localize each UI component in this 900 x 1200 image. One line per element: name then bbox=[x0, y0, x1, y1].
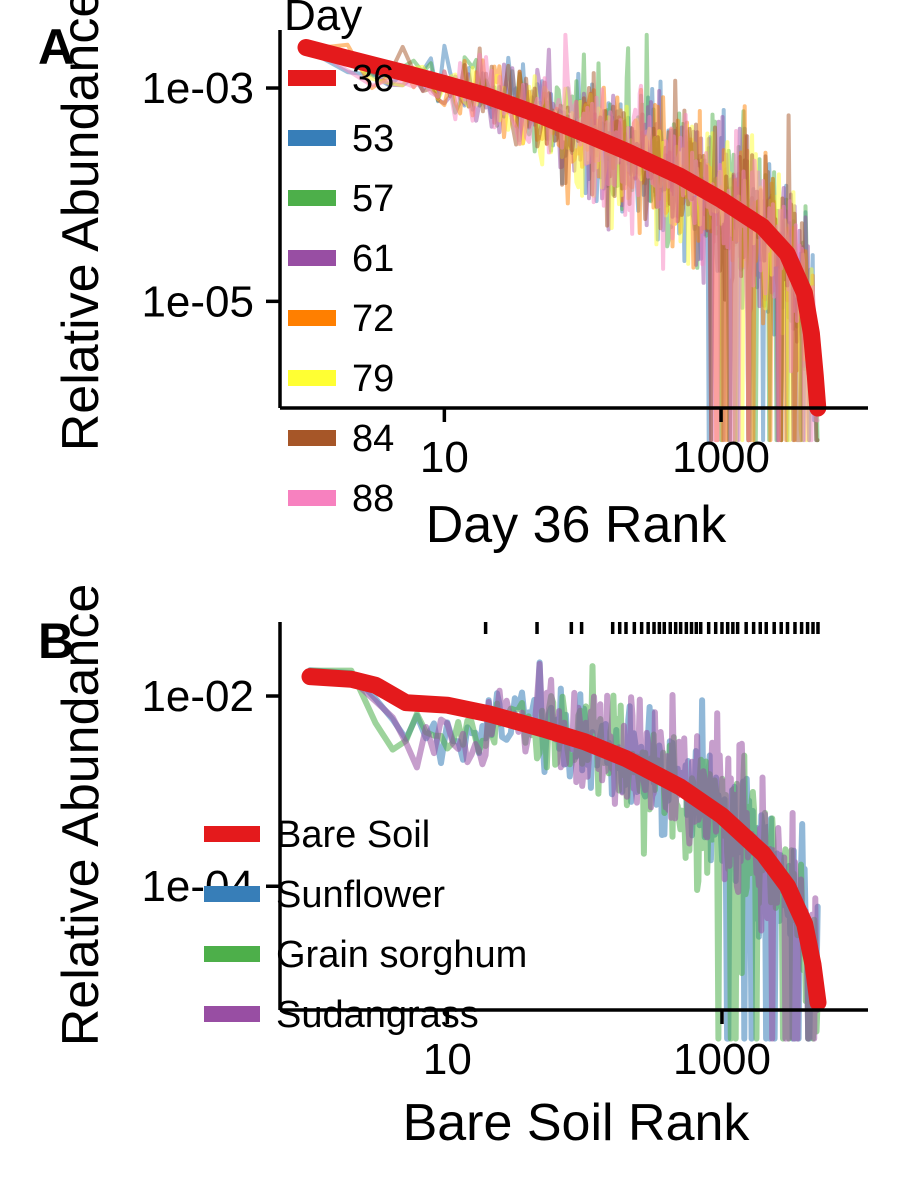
legend-swatch bbox=[288, 250, 336, 266]
panel-a-series-group bbox=[297, 32, 827, 443]
legend-label: Bare Soil bbox=[276, 814, 430, 856]
panel-b-legend: Bare Soil Sunflower Grain sorghum Sudangras… bbox=[204, 814, 527, 1036]
y-tick-label: 1e-05 bbox=[141, 277, 254, 326]
legend-label: 36 bbox=[352, 58, 394, 100]
legend-label: 72 bbox=[352, 298, 394, 340]
legend-label: 57 bbox=[352, 178, 394, 220]
panel-a-x-axis-title: Day 36 Rank bbox=[426, 496, 728, 554]
legend-swatch bbox=[288, 430, 336, 446]
legend-label: 61 bbox=[352, 238, 394, 280]
legend-label: 84 bbox=[352, 418, 394, 460]
x-tick-label: 1000 bbox=[673, 1035, 771, 1084]
series-line-reference bbox=[301, 668, 827, 1011]
panel-b-rug bbox=[483, 622, 820, 634]
y-tick-label: 1e-03 bbox=[141, 64, 254, 113]
panel-b-label: B bbox=[38, 613, 74, 669]
legend-swatch bbox=[288, 370, 336, 386]
x-tick-label: 1000 bbox=[672, 433, 770, 482]
legend-swatch bbox=[288, 190, 336, 206]
legend-swatch bbox=[288, 490, 336, 506]
panel-a-y-axis-title: Relative Abundance bbox=[52, 0, 110, 451]
panel-a-legend: 36 53 57 61 72 79 84 88 bbox=[288, 58, 394, 520]
legend-label: 88 bbox=[352, 478, 394, 520]
legend-swatch bbox=[204, 946, 260, 962]
legend-label: Sudangrass bbox=[276, 994, 479, 1036]
x-tick-label: 10 bbox=[420, 433, 469, 482]
x-tick-label: 10 bbox=[423, 1035, 472, 1084]
panel-b-x-axis-title: Bare Soil Rank bbox=[403, 1094, 751, 1152]
legend-swatch bbox=[204, 1006, 260, 1022]
panel-b-series-group bbox=[301, 659, 827, 1042]
legend-label: Grain sorghum bbox=[276, 934, 527, 976]
y-tick-label: 1e-02 bbox=[141, 672, 254, 721]
legend-label: 53 bbox=[352, 118, 394, 160]
panel-a-y-ticks: 1e-03 1e-05 bbox=[141, 64, 280, 326]
legend-label: 79 bbox=[352, 358, 394, 400]
panel-b-y-axis-title: Relative Abundance bbox=[52, 584, 110, 1047]
panel-a: 10 1000 1e-03 1e-05 Day 36 Rank Relative A… bbox=[38, 0, 868, 554]
panel-a-label: A bbox=[38, 19, 74, 75]
legend-swatch bbox=[288, 70, 336, 86]
legend-swatch bbox=[288, 130, 336, 146]
legend-swatch bbox=[204, 886, 260, 902]
legend-label: Sunflower bbox=[276, 874, 445, 916]
legend-swatch bbox=[288, 310, 336, 326]
panel-b-x-ticks: 10 1000 bbox=[423, 1010, 771, 1084]
panel-a-x-ticks: 10 1000 bbox=[420, 408, 770, 482]
panel-a-legend-title: Day bbox=[284, 0, 362, 40]
series-line-reference bbox=[297, 39, 827, 417]
legend-swatch bbox=[204, 826, 260, 842]
series-line-88 bbox=[304, 32, 820, 443]
